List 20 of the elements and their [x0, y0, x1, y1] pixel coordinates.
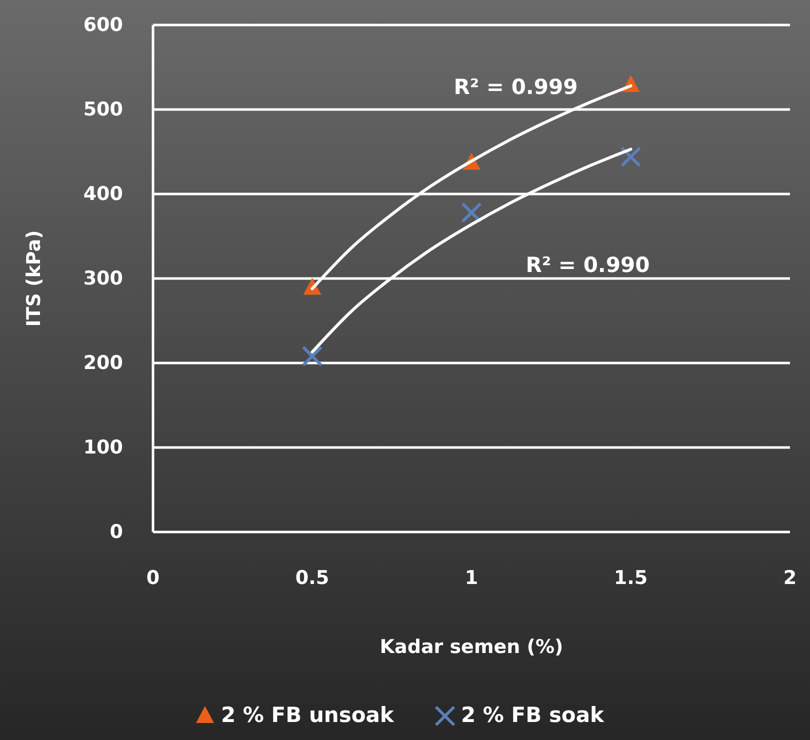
- y-tick-label: 600: [83, 14, 123, 36]
- legend-label: 2 % FB soak: [461, 703, 606, 727]
- annotation: R² = 0.990: [526, 252, 650, 277]
- x-tick-label: 1.5: [614, 567, 648, 589]
- y-tick-label: 500: [83, 98, 123, 120]
- x-tick-label: 1: [464, 567, 478, 589]
- point: [620, 146, 642, 168]
- y-tick-label: 400: [83, 183, 123, 205]
- y-tick-label: 300: [83, 268, 123, 290]
- y-tick-label: 200: [83, 352, 123, 374]
- x-axis-title: Kadar semen (%): [380, 636, 564, 658]
- annotation: R² = 0.999: [454, 74, 578, 99]
- x-tick-label: 0.5: [295, 567, 330, 589]
- x-tick-label: 2: [783, 567, 797, 589]
- y-axis-title: ITS (kPa): [23, 230, 45, 327]
- legend-label: 2 % FB unsoak: [221, 703, 395, 727]
- y-tick-label: 100: [83, 436, 123, 458]
- y-tick-label: 0: [110, 521, 123, 543]
- x-tick-label: 0: [146, 567, 160, 589]
- point: [302, 346, 323, 367]
